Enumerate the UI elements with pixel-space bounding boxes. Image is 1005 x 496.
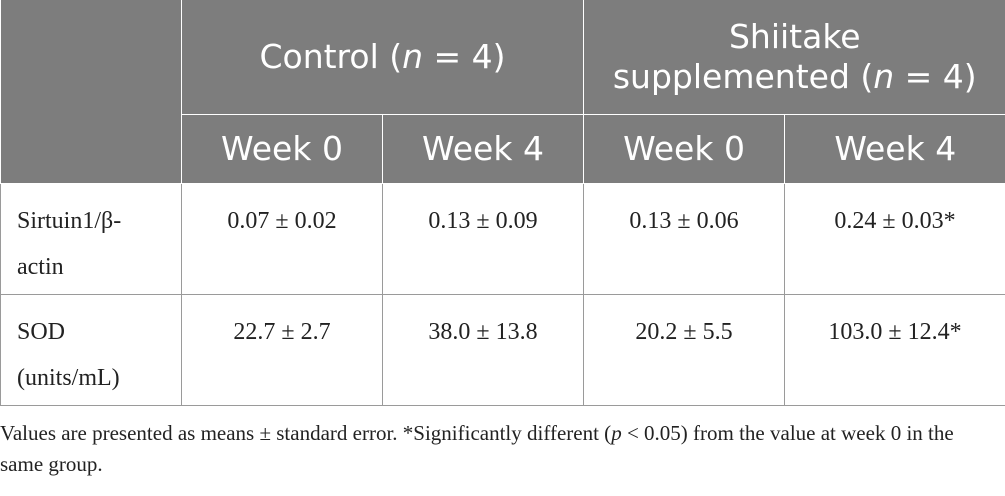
shiitake-n-value: = 4) bbox=[894, 57, 977, 96]
table-cell: 0.24 ± 0.03* bbox=[784, 183, 1005, 295]
table-row: Sirtuin1/β-actin 0.07 ± 0.02 0.13 ± 0.09… bbox=[0, 183, 1005, 295]
row-label-line2: (units/mL) bbox=[17, 365, 120, 391]
week-header-shiitake-0: Week 0 bbox=[583, 114, 786, 184]
table-cell: 20.2 ± 5.5 bbox=[583, 294, 786, 406]
table-row: SOD (units/mL) 22.7 ± 2.7 38.0 ± 13.8 20.… bbox=[0, 294, 1005, 406]
row-label: SOD (units/mL) bbox=[0, 294, 182, 406]
footnote-text-1: Values are presented as means ± standard… bbox=[0, 421, 612, 445]
table-footnote: Values are presented as means ± standard… bbox=[0, 418, 1000, 480]
table-cell: 22.7 ± 2.7 bbox=[181, 294, 383, 406]
week-header-row: Week 0 Week 4 Week 0 Week 4 bbox=[1, 114, 1005, 184]
shiitake-n-symbol: n bbox=[873, 57, 895, 96]
row-label-line1: Sirtuin1/β- bbox=[17, 208, 122, 234]
row-label: Sirtuin1/β-actin bbox=[0, 183, 182, 295]
control-group-header: Control (n = 4) bbox=[181, 0, 585, 115]
results-table: Control (n = 4) Shiitake supplemented (n … bbox=[0, 0, 1005, 406]
week-header-control-4: Week 4 bbox=[382, 114, 585, 184]
row-label-line1: SOD bbox=[17, 319, 66, 345]
table-cell: 0.07 ± 0.02 bbox=[181, 183, 383, 295]
control-n-symbol: n bbox=[402, 37, 424, 76]
week-header-control-0: Week 0 bbox=[181, 114, 383, 184]
table-cell: 0.13 ± 0.09 bbox=[382, 183, 585, 295]
footnote-p-symbol: p bbox=[611, 421, 622, 445]
shiitake-group-label: supplemented ( bbox=[612, 57, 874, 96]
footnote-text-2: < 0.05) from the value at week 0 in the … bbox=[0, 421, 954, 476]
control-group-label: Control ( bbox=[259, 37, 403, 76]
table-cell: 0.13 ± 0.06 bbox=[583, 183, 786, 295]
row-label-line2: actin bbox=[17, 254, 64, 280]
group-header-row: Control (n = 4) Shiitake supplemented (n … bbox=[0, 0, 1005, 184]
week-header-shiitake-4: Week 4 bbox=[784, 114, 1005, 184]
table-cell: 38.0 ± 13.8 bbox=[382, 294, 585, 406]
shiitake-group-line1: Shiitake bbox=[728, 17, 861, 56]
control-n-value: = 4) bbox=[423, 37, 506, 76]
shiitake-group-header: Shiitake supplemented (n = 4) bbox=[583, 0, 1005, 115]
empty-corner-cell bbox=[0, 0, 182, 184]
table-cell: 103.0 ± 12.4* bbox=[784, 294, 1005, 406]
